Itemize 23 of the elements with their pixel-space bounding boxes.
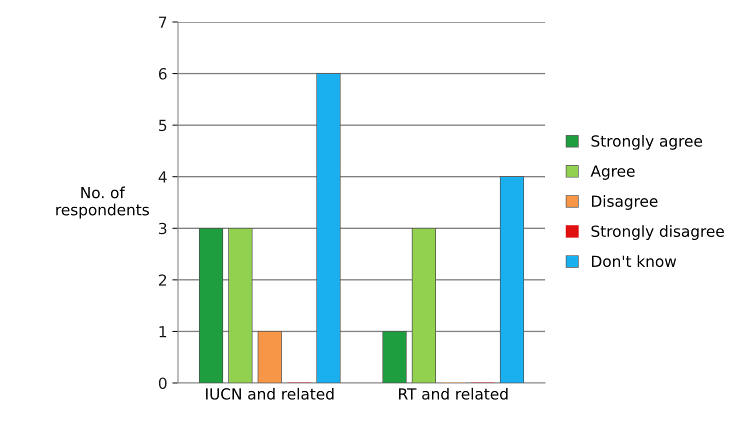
x-tick-label: IUCN and related	[206, 388, 334, 400]
y-tick-label: 4	[158, 171, 167, 183]
bar	[258, 331, 282, 383]
legend-label: Agree	[590, 166, 635, 180]
y-tick-label: 5	[159, 120, 166, 132]
y-tick-label: 0	[158, 377, 167, 390]
legend-label: Disagree	[592, 195, 658, 210]
bar	[500, 176, 524, 383]
bar	[382, 331, 407, 383]
legend-label: Don't know	[592, 255, 676, 268]
bar	[412, 228, 436, 383]
y-tick-label: 3	[159, 222, 166, 234]
bar	[198, 228, 224, 383]
y-tick-label: 6	[158, 68, 167, 80]
x-tick-label: RT and related	[399, 388, 508, 400]
y-tick-label: 7	[159, 16, 166, 28]
bar	[316, 73, 341, 383]
y-axis-title: No. of respondents	[56, 186, 149, 218]
y-tick-label: 2	[158, 274, 166, 286]
legend-label: Strongly agree	[592, 134, 702, 150]
bar	[228, 228, 252, 383]
legend-label: Strongly disagree	[592, 225, 724, 240]
y-tick-label: 1	[160, 326, 166, 338]
